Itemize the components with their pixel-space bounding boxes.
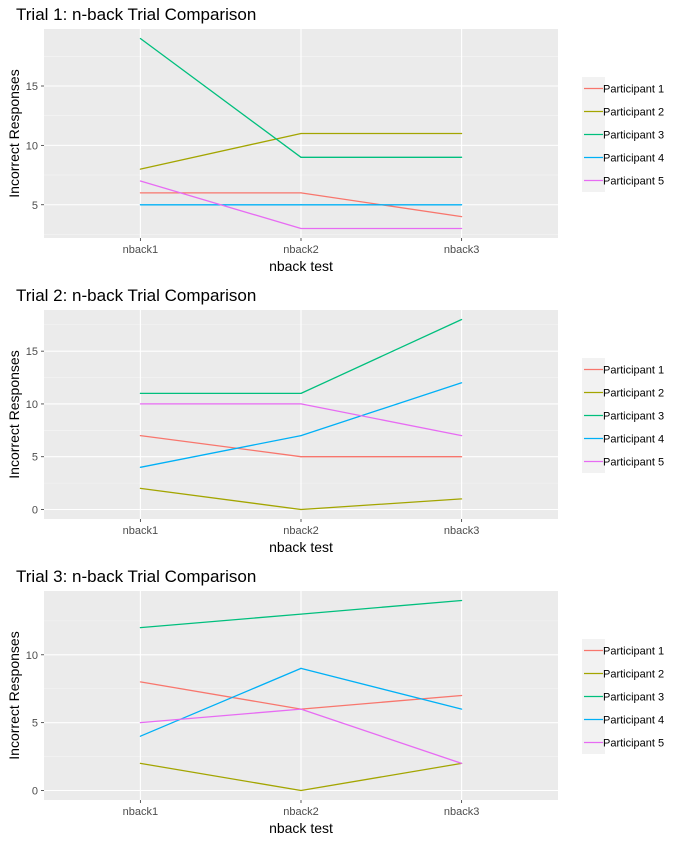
- x-tick-label: nback2: [283, 244, 318, 256]
- y-tick-label: 10: [26, 399, 38, 411]
- x-tick-label: nback1: [123, 244, 158, 256]
- legend: Participant 1 Participant 2 Participant 3 P…: [582, 639, 664, 754]
- data-point: [461, 498, 463, 500]
- data-point: [139, 37, 141, 40]
- data-point: [461, 216, 463, 218]
- data-point: [300, 613, 302, 615]
- data-point: [139, 204, 141, 206]
- data-point: [139, 392, 141, 394]
- y-tick-label: 5: [32, 200, 38, 212]
- legend: Participant 1 Participant 2 Participant 3 P…: [582, 77, 664, 192]
- data-point: [300, 508, 302, 511]
- data-point: [139, 168, 141, 170]
- data-point: [300, 204, 302, 206]
- data-point: [139, 487, 141, 489]
- data-point: [139, 735, 141, 737]
- data-point: [461, 762, 463, 764]
- data-point: [461, 318, 463, 321]
- legend-label: Participant 1: [603, 365, 664, 377]
- x-tick-label: nback2: [283, 525, 318, 537]
- data-point: [300, 403, 302, 405]
- data-point: [139, 435, 141, 437]
- data-point: [461, 599, 463, 602]
- x-tick-label: nback2: [283, 806, 318, 818]
- legend-label: Participant 3: [603, 130, 664, 142]
- y-tick-label: 5: [32, 718, 38, 730]
- legend-label: Participant 3: [603, 692, 664, 704]
- x-tick-label: nback1: [123, 525, 158, 537]
- data-point: [139, 180, 141, 182]
- x-axis-title: nback test: [269, 820, 333, 836]
- data-point: [300, 192, 302, 194]
- legend-label: Participant 2: [603, 388, 664, 400]
- data-point: [300, 667, 302, 669]
- legend-label: Participant 2: [603, 107, 664, 119]
- y-tick-label: 15: [26, 346, 38, 358]
- data-point: [461, 156, 463, 158]
- chart-title: Trial 3: n-back Trial Comparison: [16, 567, 256, 586]
- data-point: [300, 392, 302, 394]
- legend-label: Participant 4: [603, 153, 664, 165]
- legend-label: Participant 5: [603, 176, 664, 188]
- data-point: [139, 681, 141, 683]
- data-point: [139, 722, 141, 724]
- chart-1: Trial 1: n-back Trial Comparison 5 10 15 nba…: [6, 5, 664, 274]
- y-tick-label: 10: [26, 650, 38, 662]
- chart-title: Trial 2: n-back Trial Comparison: [16, 286, 256, 305]
- chart-title: Trial 1: n-back Trial Comparison: [16, 5, 256, 24]
- data-point: [139, 466, 141, 468]
- x-tick-label: nback3: [444, 244, 479, 256]
- data-point: [300, 132, 302, 135]
- data-point: [300, 708, 302, 710]
- data-point: [461, 382, 463, 384]
- y-tick-label: 10: [26, 140, 38, 152]
- data-point: [461, 456, 463, 458]
- x-tick-label: nback3: [444, 525, 479, 537]
- legend-label: Participant 5: [603, 457, 664, 469]
- x-tick-label: nback1: [123, 806, 158, 818]
- legend-label: Participant 1: [603, 646, 664, 658]
- data-point: [139, 192, 141, 194]
- x-tick-label: nback3: [444, 806, 479, 818]
- data-point: [461, 708, 463, 710]
- data-point: [300, 435, 302, 437]
- data-point: [300, 789, 302, 792]
- data-point: [300, 456, 302, 458]
- data-point: [461, 694, 463, 697]
- legend-label: Participant 1: [603, 84, 664, 96]
- legend: Participant 1 Participant 2 Participant 3 P…: [582, 358, 664, 473]
- legend-label: Participant 3: [603, 411, 664, 423]
- x-axis-title: nback test: [269, 258, 333, 274]
- y-tick-label: 0: [32, 505, 38, 517]
- y-tick-label: 15: [26, 81, 38, 93]
- y-tick-label: 5: [32, 452, 38, 464]
- y-axis-title: Incorrect Responses: [6, 69, 22, 197]
- y-axis-title: Incorrect Responses: [6, 631, 22, 759]
- data-point: [139, 762, 141, 764]
- data-point: [139, 627, 141, 629]
- data-point: [300, 156, 302, 158]
- legend-label: Participant 4: [603, 434, 664, 446]
- data-point: [461, 227, 463, 230]
- legend-label: Participant 4: [603, 715, 664, 727]
- y-axis-title: Incorrect Responses: [6, 350, 22, 478]
- data-point: [139, 403, 141, 405]
- data-point: [461, 435, 463, 437]
- data-point: [300, 227, 302, 230]
- legend-label: Participant 2: [603, 669, 664, 681]
- legend-label: Participant 5: [603, 738, 664, 750]
- data-point: [461, 204, 463, 206]
- chart-3: Trial 3: n-back Trial Comparison 0 5 10 nbac…: [6, 567, 664, 836]
- data-point: [461, 132, 463, 135]
- x-axis-title: nback test: [269, 539, 333, 555]
- chart-2: Trial 2: n-back Trial Comparison 0 5 10 15 nb…: [6, 286, 664, 555]
- y-tick-label: 0: [32, 786, 38, 798]
